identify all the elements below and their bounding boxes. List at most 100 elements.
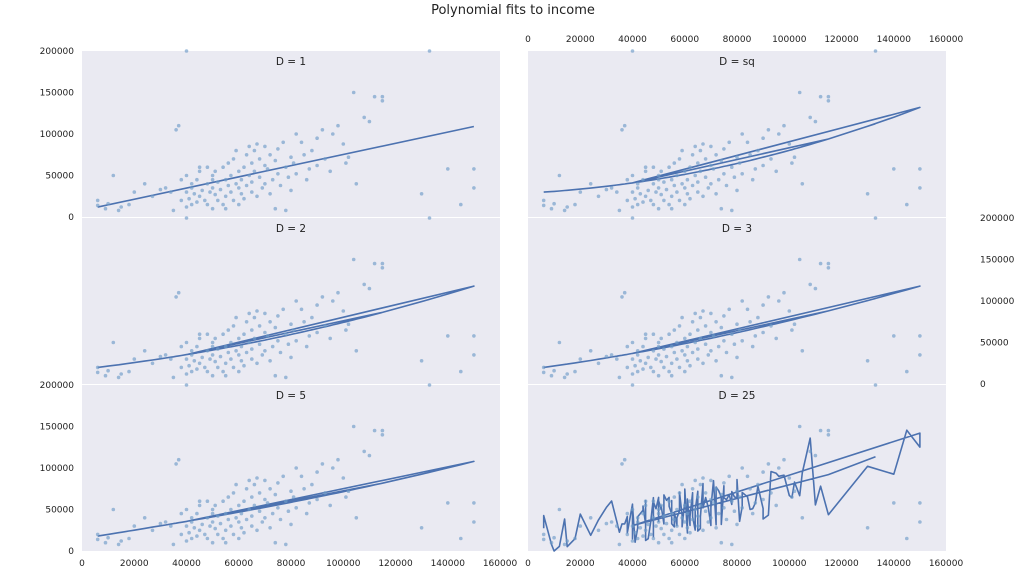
data-point [633,196,637,201]
data-point [229,357,233,361]
data-point [218,521,223,526]
data-point [711,167,716,171]
data-point [268,320,272,324]
data-point [291,328,296,332]
data-point [234,148,238,153]
data-point [231,365,236,370]
data-point [662,514,666,518]
data-point [237,169,241,174]
data-point [189,369,194,374]
data-point [362,282,367,287]
data-point [672,517,677,522]
data-point [250,357,254,361]
data-point [635,182,640,186]
data-point [690,487,695,491]
data-point [680,349,684,353]
data-point [244,517,249,522]
data-point [722,147,726,151]
data-point [635,369,640,374]
data-point [323,324,327,328]
data-point [95,365,100,370]
data-point [289,322,293,327]
data-point [541,370,546,375]
data-point [252,482,257,487]
data-point [276,147,280,151]
data-point [918,186,922,190]
data-point [633,363,637,368]
data-point [826,99,831,103]
data-point [680,148,684,153]
data-point [667,332,671,337]
data-point [203,198,207,203]
panel-title: D = sq [719,56,755,68]
data-point [797,424,802,429]
data-point [263,311,267,316]
data-point [698,336,703,341]
data-point [737,495,742,499]
data-point [346,489,351,494]
data-point [205,499,210,504]
data-point [703,342,708,347]
panel-4: D = 3 [528,216,946,384]
data-point [750,177,755,182]
y-tick-label: 200000 [980,214,1015,224]
data-point [617,208,622,213]
data-point [257,491,262,495]
data-point [643,336,648,341]
data-point [184,524,189,528]
data-point [234,349,238,353]
data-point [696,495,700,499]
data-point [730,499,734,504]
panel-5: D = 5 [82,383,500,551]
data-point [790,495,794,499]
x-tick-label: 140000 [431,559,466,569]
data-point [205,165,210,169]
data-point [226,183,231,188]
data-point [656,511,661,516]
data-point [656,507,661,512]
data-point [656,177,661,182]
data-point [667,369,671,374]
data-point [698,503,703,508]
data-point [158,354,163,359]
data-point [617,375,622,380]
data-point [549,540,554,545]
data-point [331,466,335,470]
data-point [651,369,656,374]
data-point [176,123,181,128]
data-point [294,299,299,303]
data-point [203,365,207,370]
data-point [341,476,346,480]
data-point [690,153,695,157]
data-point [270,344,275,349]
data-point [672,328,677,332]
panel-1: D = 1 [82,49,500,217]
data-point [662,347,666,351]
data-point [268,192,272,196]
data-point [315,136,319,140]
data-point [656,344,661,349]
data-point [250,495,254,499]
y-tick-label: 150000 [40,89,75,99]
data-point [696,180,700,184]
data-point [669,540,674,545]
data-point [635,353,640,357]
data-point [701,142,705,146]
data-point [210,511,215,516]
data-point [307,334,312,338]
data-point [184,372,189,376]
data-point [344,328,348,332]
data-point [302,153,306,157]
data-point [714,359,718,363]
data-point [237,336,241,341]
data-point [630,539,635,543]
data-point [615,357,619,361]
data-point [693,507,697,512]
y-tick-label: 0 [68,547,74,557]
data-point [740,132,744,136]
data-point [323,157,327,161]
data-point [659,192,663,197]
x-tick-label: 20000 [120,559,149,569]
data-point [446,334,450,338]
